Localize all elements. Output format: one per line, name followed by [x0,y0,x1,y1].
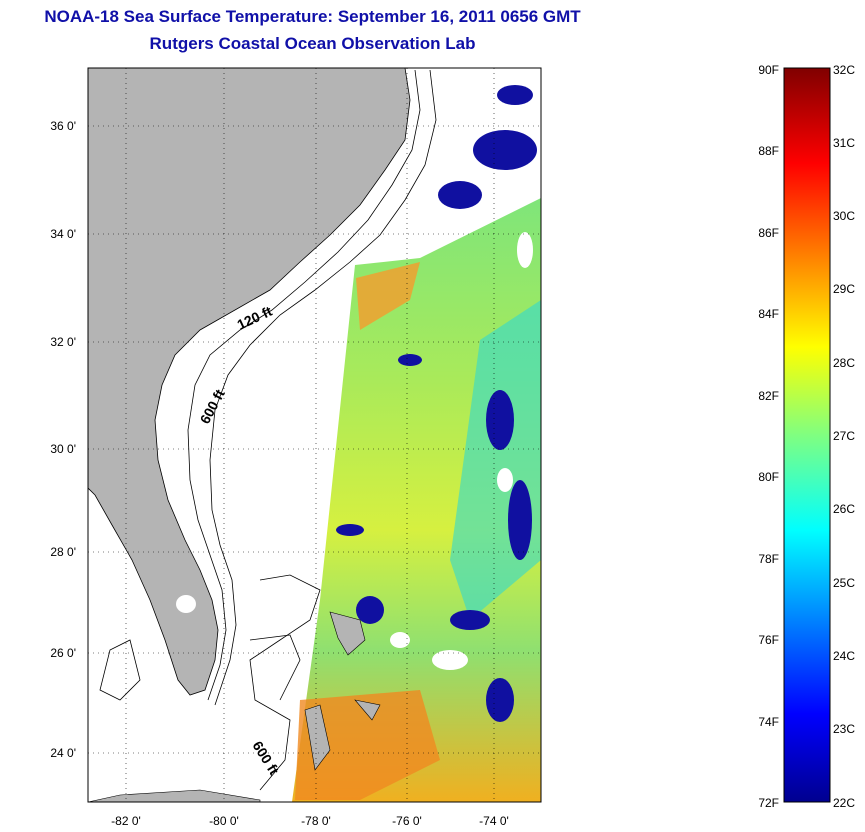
colorbar-c-label: 23C [833,722,855,736]
cloud-gaps [390,110,533,670]
colorbar-c-label: 27C [833,429,855,443]
colorbar-f-label: 84F [758,307,779,321]
warm-patch-north [356,262,420,330]
colorbar-f-label: 86F [758,226,779,240]
lat-tick-label: 34 0' [50,227,76,241]
map-title: NOAA-18 Sea Surface Temperature: Septemb… [44,7,581,26]
lon-tick-label: -78 0' [301,814,331,828]
colorbar-c-label: 32C [833,63,855,77]
land-mass [88,68,411,696]
colorbar-f-label: 78F [758,552,779,566]
bathymetry-contours [99,69,437,791]
lon-tick-label: -76 0' [392,814,422,828]
colorbar-f-label: 82F [758,389,779,403]
lat-tick-label: 24 0' [50,746,76,760]
colorbar-f-label: 74F [758,715,779,729]
lat-tick-label: 28 0' [50,545,76,559]
colorbar-f-label: 88F [758,144,779,158]
colorbar-c-label: 30C [833,209,855,223]
colorbar-c-labels: 32C 31C 30C 29C 28C 27C 26C 25C 24C 23C … [833,63,855,810]
map-frame [87,67,542,803]
colorbar-c-label: 22C [833,796,855,810]
colorbar-c-label: 24C [833,649,855,663]
colorbar-c-label: 31C [833,136,855,150]
cloud-patches [336,85,537,722]
lat-tick-label: 30 0' [50,442,76,456]
colorbar-f-label: 76F [758,633,779,647]
lat-tick-label: 32 0' [50,335,76,349]
lat-axis: 36 0' 34 0' 32 0' 30 0' 28 0' 26 0' 24 0… [50,119,76,760]
lon-axis: -82 0' -80 0' -78 0' -76 0' -74 0' [111,814,509,828]
lon-tick-label: -74 0' [479,814,509,828]
colorbar-f-label: 72F [758,796,779,810]
graticule [88,68,541,802]
lon-tick-label: -80 0' [209,814,239,828]
colorbar-c-label: 25C [833,576,855,590]
colorbar-f-label: 80F [758,470,779,484]
lake [176,595,196,613]
lat-tick-label: 36 0' [50,119,76,133]
bahamas-islands [304,611,381,771]
colorbar [783,67,831,803]
sst-swath [292,198,541,802]
warm-patch-south [295,690,440,800]
colorbar-c-label: 28C [833,356,855,370]
colorbar-c-label: 29C [833,282,855,296]
colorbar-f-labels: 90F 88F 86F 84F 82F 80F 78F 76F 74F 72F [758,63,779,810]
colorbar-f-label: 90F [758,63,779,77]
colorbar-c-label: 26C [833,502,855,516]
map-subtitle: Rutgers Coastal Ocean Observation Lab [149,34,476,53]
lon-tick-label: -82 0' [111,814,141,828]
cuba-coast [88,789,261,802]
lat-tick-label: 26 0' [50,646,76,660]
